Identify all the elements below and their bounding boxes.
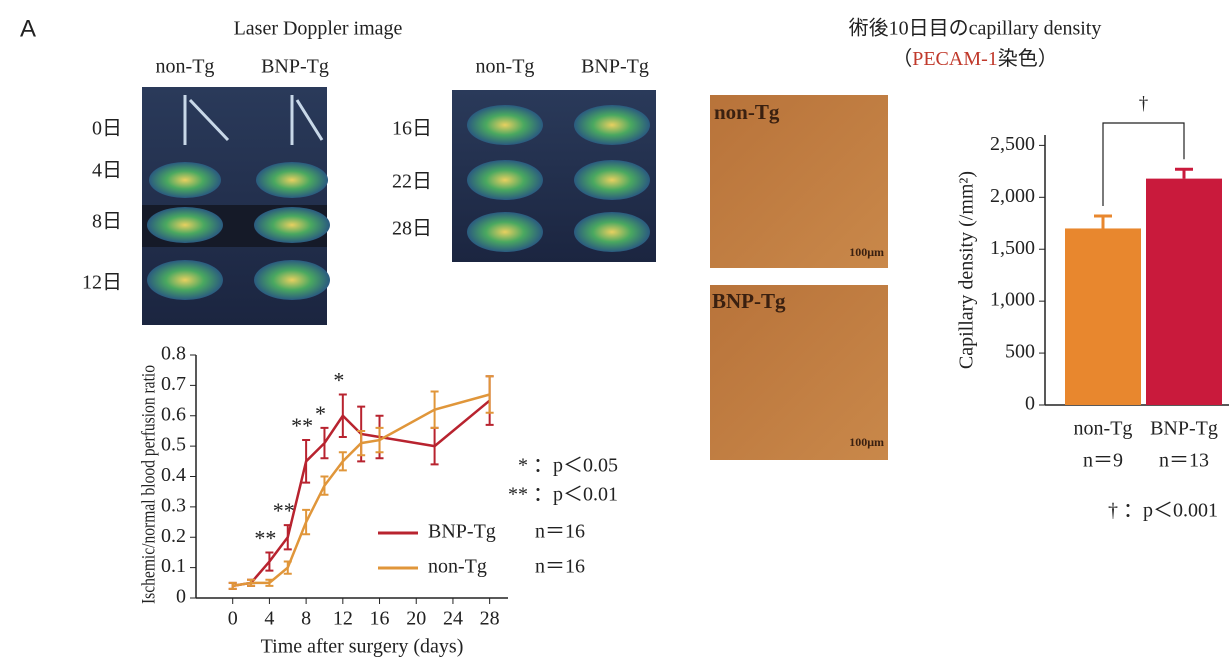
image-blob	[254, 260, 330, 300]
x-tick-label: 0	[228, 608, 238, 630]
y-tick-label: 1,500	[990, 237, 1035, 259]
histology-label: non-Tg	[714, 100, 780, 124]
y-tick-label: 0.7	[161, 373, 186, 395]
y-tick-label: 0	[176, 586, 186, 608]
histology-label: BNP-Tg	[712, 289, 786, 313]
y-tick-label: 0.1	[161, 555, 186, 577]
image-blob	[147, 207, 223, 243]
x-tick-label: 16	[370, 608, 390, 630]
day-label: 16日	[392, 118, 432, 140]
error-bar	[1094, 216, 1112, 228]
legend-label: non-Tg	[428, 556, 487, 578]
image-blob	[467, 212, 543, 252]
scale-bar-label: 100μm	[849, 435, 884, 449]
day-label: 8日	[92, 211, 122, 233]
image-blob	[149, 162, 221, 198]
doppler-image	[142, 87, 330, 325]
y-tick-label: 0.2	[161, 525, 186, 547]
image-blob	[574, 160, 650, 200]
significance-mark: **	[291, 413, 313, 438]
legend-n: n＝16	[535, 521, 585, 543]
x-tick-label: 28	[480, 608, 500, 630]
panel-label: A	[20, 15, 36, 42]
column-label: non-Tg	[476, 56, 535, 78]
stain-name: PECAM-1	[912, 48, 998, 70]
doppler-image	[452, 90, 656, 262]
significance-mark: *	[315, 401, 326, 426]
bar	[1065, 228, 1141, 405]
image-blob	[147, 260, 223, 300]
y-tick-label: 2,000	[990, 185, 1035, 207]
y-tick-label: 0.5	[161, 434, 186, 456]
y-axis-label: Capillary density (/mm²)	[956, 171, 978, 369]
error-bar	[1175, 169, 1193, 178]
day-label: 12日	[82, 272, 122, 294]
x-tick-label: 8	[301, 608, 311, 630]
column-label: BNP-Tg	[261, 56, 329, 78]
scale-bar-label: 100μm	[849, 245, 884, 259]
day-label: 0日	[92, 118, 122, 140]
subtitle-part: （	[892, 47, 912, 70]
figure: A Laser Doppler image non-Tg BNP-Tg non-…	[0, 0, 1229, 661]
histology-title: 術後10日目のcapillary density	[849, 17, 1102, 40]
significance-mark: **	[273, 498, 295, 523]
y-axis-label: Ischemic/normal blood perfusion ratio	[138, 365, 159, 604]
sample-size: n＝9	[1083, 450, 1123, 472]
y-tick-label: 500	[1005, 341, 1035, 363]
x-tick-label: BNP-Tg	[1150, 418, 1218, 440]
image-blob	[574, 212, 650, 252]
day-label: 4日	[92, 160, 122, 182]
image-blob	[467, 105, 543, 145]
doppler-title: Laser Doppler image	[234, 18, 403, 40]
y-tick-label: 0.6	[161, 403, 186, 425]
x-tick-label: non-Tg	[1074, 418, 1133, 440]
x-tick-label: 20	[406, 608, 426, 630]
sample-size: n＝13	[1159, 450, 1209, 472]
x-tick-label: 12	[333, 608, 353, 630]
x-axis-label: Time after surgery (days)	[261, 636, 464, 658]
y-tick-label: 0.3	[161, 494, 186, 516]
legend-n: n＝16	[535, 556, 585, 578]
significance-mark: *	[333, 368, 344, 393]
y-tick-label: 0	[1025, 393, 1035, 415]
y-tick-label: 2,500	[990, 133, 1035, 155]
significance-mark: †	[1139, 93, 1149, 114]
significance-mark: **	[254, 525, 276, 550]
significance-note: ** ：p＜0.01	[508, 484, 618, 506]
y-tick-label: 0.8	[161, 343, 186, 365]
day-label: 28日	[392, 218, 432, 240]
image-blob	[467, 160, 543, 200]
column-label: non-Tg	[156, 56, 215, 78]
legend-label: BNP-Tg	[428, 521, 496, 543]
column-label: BNP-Tg	[581, 56, 649, 78]
x-tick-label: 24	[443, 608, 463, 630]
bar	[1146, 179, 1222, 405]
significance-note: † ：p＜0.001	[1108, 500, 1218, 522]
histology-subtitle: （PECAM-1染色）	[892, 47, 1058, 70]
y-tick-label: 0.4	[161, 464, 186, 486]
image-blob	[574, 105, 650, 145]
x-tick-label: 4	[264, 608, 274, 630]
subtitle-part: 染色）	[998, 47, 1058, 70]
significance-note: * ：p＜0.05	[518, 455, 618, 477]
image-blob	[256, 162, 328, 198]
day-label: 22日	[392, 171, 432, 193]
y-tick-label: 1,000	[990, 289, 1035, 311]
image-blob	[254, 207, 330, 243]
